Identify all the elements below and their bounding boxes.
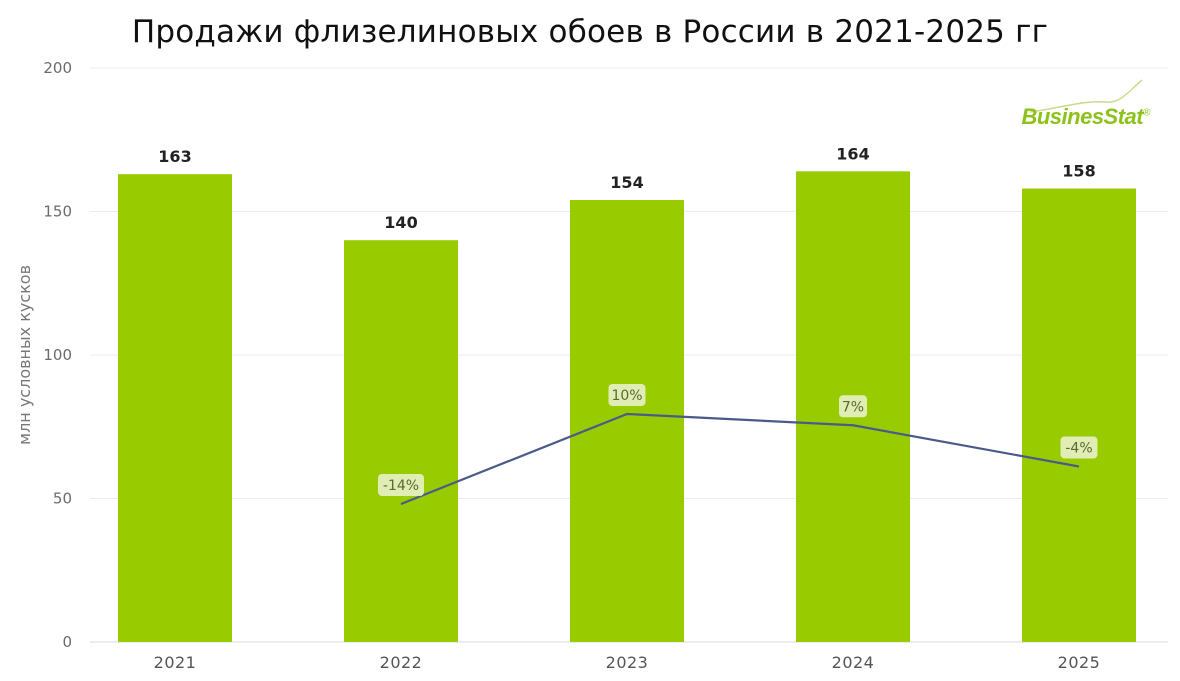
growth-label: -14% (383, 478, 419, 494)
bar-value-label: 164 (836, 144, 869, 163)
growth-line-group: -14% 10% 7% -4% (378, 384, 1098, 506)
growth-label-box (1060, 436, 1098, 459)
bar-value-label: 158 (1062, 162, 1095, 181)
y-tick-label: 100 (43, 346, 72, 364)
y-tick-label: 200 (43, 59, 72, 77)
bar-value-labels: 163 140 154 164 158 (158, 144, 1095, 232)
bar-value-label: 140 (384, 213, 417, 232)
bar-value-label: 154 (610, 173, 643, 192)
growth-label: -4% (1065, 441, 1092, 457)
y-tick-label: 0 (62, 633, 72, 651)
bar-2023 (570, 200, 684, 642)
x-tick-label: 2025 (1058, 653, 1101, 672)
bar-2021 (118, 174, 232, 642)
bar-2025 (1022, 188, 1136, 643)
logo-text: BusinesStat® (1021, 104, 1150, 129)
y-tick-label: 50 (53, 490, 72, 508)
growth-label-box (378, 474, 424, 496)
logo-swoosh-icon (1029, 79, 1143, 113)
x-tick-label: 2021 (154, 653, 197, 672)
bar-2022 (344, 240, 458, 642)
x-tick-label: 2022 (380, 653, 423, 672)
growth-label: 10% (611, 388, 642, 404)
growth-label: 7% (842, 399, 864, 415)
growth-label-box (839, 395, 867, 418)
x-tick-label: 2023 (606, 653, 649, 672)
y-axis-title: млн условных кусков (15, 265, 34, 445)
y-tick-label: 150 (43, 203, 72, 221)
y-axis-ticks: 0 50 100 150 200 (43, 59, 72, 651)
bar-value-label: 163 (158, 147, 191, 166)
chart-title: Продажи флизелиновых обоев в России в 20… (131, 14, 1049, 50)
x-tick-label: 2024 (832, 653, 875, 672)
bars (118, 171, 1136, 643)
growth-line (400, 412, 1080, 506)
x-axis-labels: 2021 2022 2023 2024 2025 (154, 653, 1101, 672)
businesstat-logo: BusinesStat® (1000, 78, 1150, 130)
growth-label-box (608, 384, 646, 406)
